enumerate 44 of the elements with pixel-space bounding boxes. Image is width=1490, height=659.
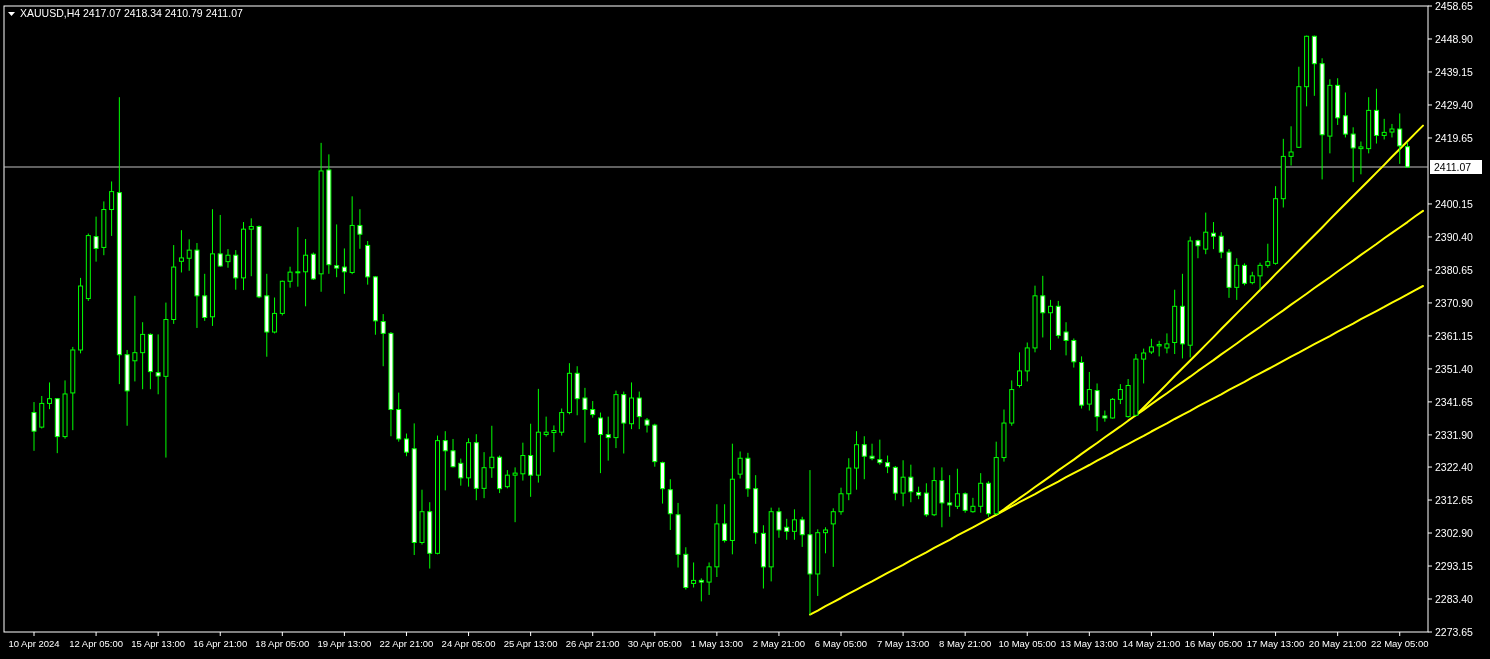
x-tick-label: 10 Apr 2024	[8, 638, 60, 649]
x-tick-label: 10 May 05:00	[998, 638, 1057, 649]
y-tick-label: 2302.90	[1435, 526, 1474, 539]
y-tick-label: 2458.65	[1435, 0, 1474, 12]
x-tick-label: 6 May 05:00	[814, 638, 868, 649]
x-tick-label: 20 May 21:00	[1308, 638, 1367, 649]
y-tick-label: 2351.40	[1435, 362, 1474, 375]
y-tick-label: 2293.15	[1435, 559, 1474, 572]
x-tick-label: 22 May 05:00	[1370, 638, 1429, 649]
ref-line-label: 2411.07	[1434, 160, 1472, 173]
y-tick-label: 2370.90	[1435, 296, 1474, 309]
x-tick-label: 7 May 13:00	[876, 638, 930, 649]
y-tick-label: 2312.65	[1435, 493, 1474, 506]
y-tick-label: 2283.40	[1435, 592, 1474, 605]
x-tick-label: 12 Apr 05:00	[69, 638, 124, 649]
x-tick-label: 22 Apr 21:00	[379, 638, 434, 649]
x-tick-label: 16 May 05:00	[1184, 638, 1243, 649]
y-tick-label: 2439.15	[1435, 65, 1474, 78]
y-tick-label: 2448.90	[1435, 32, 1474, 45]
x-tick-label: 14 May 21:00	[1122, 638, 1181, 649]
x-tick-label: 25 Apr 13:00	[503, 638, 558, 649]
x-tick-label: 15 Apr 13:00	[131, 638, 186, 649]
x-tick-label: 13 May 13:00	[1060, 638, 1119, 649]
y-tick-label: 2341.65	[1435, 395, 1474, 408]
y-tick-label: 2380.65	[1435, 263, 1474, 276]
x-tick-label: 17 May 13:00	[1246, 638, 1305, 649]
y-tick-label: 2361.15	[1435, 329, 1474, 342]
x-tick-label: 8 May 21:00	[939, 638, 992, 649]
x-tick-label: 2 May 21:00	[752, 638, 806, 649]
y-tick-label: 2273.65	[1435, 625, 1474, 638]
y-tick-label: 2390.40	[1435, 230, 1474, 243]
y-tick-label: 2419.65	[1435, 131, 1474, 144]
chart-title: XAUUSD,H4 2417.07 2418.34 2410.79 2411.07	[20, 7, 243, 19]
x-tick-label: 16 Apr 21:00	[193, 638, 248, 649]
y-tick-label: 2429.40	[1435, 98, 1474, 111]
x-tick-label: 24 Apr 05:00	[441, 638, 496, 649]
x-tick-label: 19 Apr 13:00	[317, 638, 372, 649]
x-tick-label: 30 Apr 05:00	[627, 638, 682, 649]
y-tick-label: 2322.40	[1435, 460, 1474, 473]
y-tick-label: 2400.15	[1435, 197, 1474, 210]
x-tick-label: 18 Apr 05:00	[255, 638, 310, 649]
y-tick-label: 2331.90	[1435, 428, 1474, 441]
x-tick-label: 26 Apr 21:00	[565, 638, 620, 649]
x-tick-label: 1 May 13:00	[690, 638, 744, 649]
